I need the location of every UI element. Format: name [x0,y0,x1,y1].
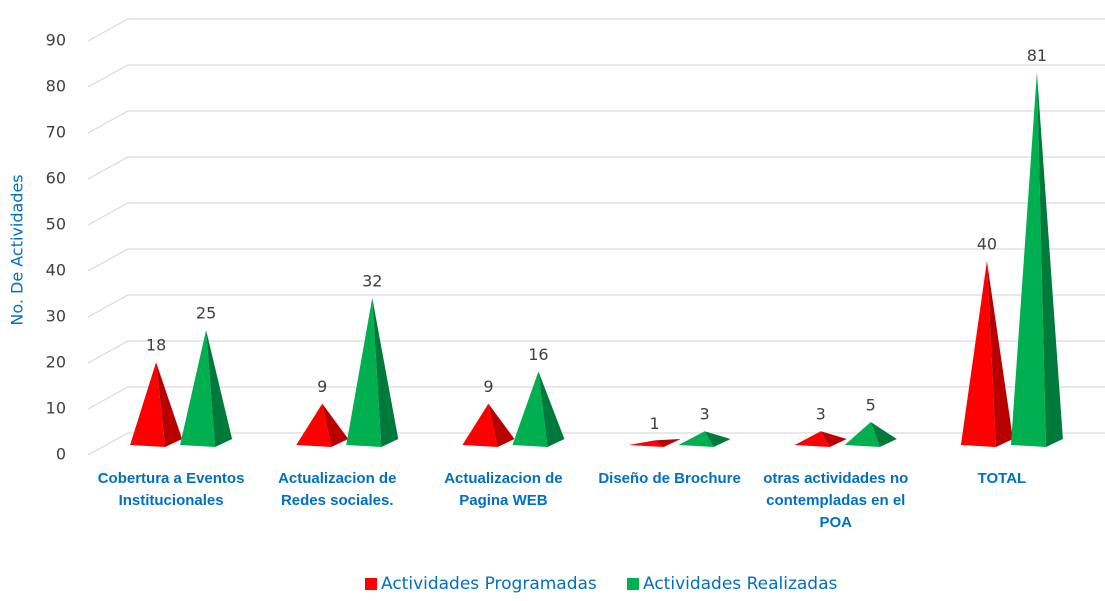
grid-line [87,386,1105,410]
bar [844,422,897,447]
y-tick-label: 50 [46,215,66,234]
x-tick-label: Diseño de Brochure [598,470,741,487]
bar-front [296,403,332,447]
bar-side [820,431,847,447]
bar-side [870,422,897,447]
y-axis-title: No. De Actividades [8,174,27,325]
bar-front [180,330,216,447]
bar-front [678,431,714,447]
data-label: 81 [1027,46,1047,65]
x-tick-label: TOTAL [977,470,1027,487]
data-label: 3 [699,405,709,424]
legend-item: Actividades Realizadas [627,574,837,594]
legend-item: Actividades Programadas [365,574,597,594]
bar [628,439,681,447]
bar-side [488,403,515,447]
grid-line [87,248,1105,272]
bar-front [960,261,997,447]
x-tick-label: otras actividades no contempladas en el … [763,470,909,531]
bar-front [844,422,880,447]
x-tick-label: Cobertura a Eventos Institucionales [97,470,245,509]
bar-front [628,440,664,447]
grid-line [87,294,1105,318]
bar-front [346,297,382,447]
bar-side [986,261,1013,447]
bar-front [794,431,830,447]
bar-side [1036,72,1063,448]
legend-swatch [627,578,639,590]
bar-side [704,431,731,447]
legend-label: Actividades Programadas [381,574,597,594]
bar-front [1010,72,1047,448]
x-tick-label: Actualizacion de Pagina WEB [444,470,563,509]
data-label: 16 [528,345,548,364]
data-label: 9 [317,377,327,396]
grid-line [87,156,1105,180]
bar [346,297,399,447]
y-tick-label: 0 [56,445,66,464]
y-tick-label: 90 [46,31,66,50]
data-label: 5 [866,396,876,415]
grid-line [87,202,1105,226]
legend-swatch [365,578,377,590]
bar-side [322,403,349,447]
grid-line [87,64,1105,88]
grid-line [87,432,1105,456]
y-tick-label: 10 [46,399,66,418]
bar-side [538,371,565,447]
bar-side [156,362,183,447]
bar-side [654,439,681,447]
bar [960,261,1013,447]
data-label: 3 [816,405,826,424]
data-label: 9 [483,377,493,396]
y-tick-label: 80 [46,77,66,96]
y-tick-label: 40 [46,261,66,280]
bar-front [130,362,166,447]
data-label: 32 [362,271,382,290]
grid-line [87,110,1105,134]
grid-line [87,340,1105,364]
data-label: 18 [146,336,166,355]
bar [296,403,349,447]
grid-line [87,18,1105,42]
x-tick-label: Actualizacion de Redes sociales. [278,470,397,509]
bar-front [512,371,548,447]
y-tick-label: 30 [46,307,66,326]
bar-side [372,297,399,447]
bar-side [206,330,233,447]
y-tick-label: 70 [46,123,66,142]
data-label: 25 [196,304,216,323]
y-tick-label: 20 [46,353,66,372]
bar [462,403,515,447]
bar [512,371,565,447]
bar [794,431,847,447]
y-tick-label: 60 [46,169,66,188]
bar [130,362,183,447]
legend-label: Actividades Realizadas [643,574,838,594]
bar [678,431,731,447]
data-label: 1 [649,414,659,433]
bar-front [462,403,498,447]
bar [1010,72,1063,448]
data-label: 40 [977,235,997,254]
bar [180,330,233,447]
